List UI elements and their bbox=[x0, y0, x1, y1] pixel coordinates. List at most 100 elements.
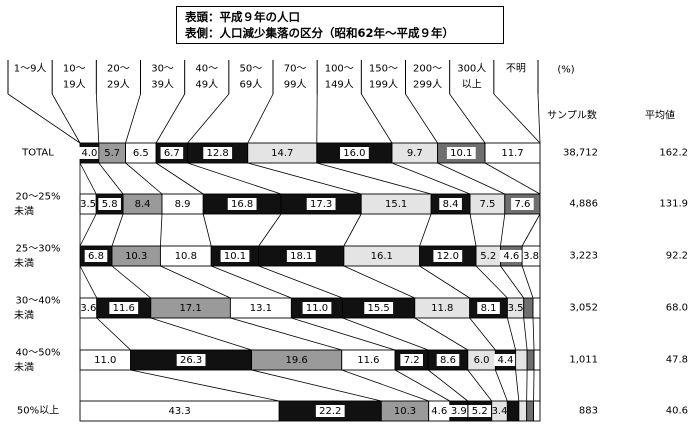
row-label-5: 40～50% bbox=[16, 348, 61, 359]
legend-category-8-sub: 149人 bbox=[325, 79, 354, 91]
connector-header-3 bbox=[125, 93, 141, 144]
bar-row5-seg9 bbox=[515, 349, 528, 371]
bar-row1-seg11 bbox=[484, 142, 541, 164]
data-label-bg-row2-seg2 bbox=[98, 198, 121, 210]
connector-header-0 bbox=[7, 93, 81, 144]
legend-category-5: 40～ bbox=[195, 64, 218, 75]
legend-category-6-sub: 69人 bbox=[240, 79, 263, 91]
connector-lines bbox=[7, 93, 541, 402]
sample-count-row-4: 3,052 bbox=[569, 303, 598, 314]
data-label-row2-seg2: 5.8 bbox=[102, 199, 118, 210]
chart-title-box: 表頭：平成９年の人口 表側：人口減少集落の区分（昭和62年～平成９年） bbox=[176, 6, 504, 44]
legend-category-11: 300人 bbox=[457, 63, 486, 75]
data-label-bg-row2-seg6 bbox=[306, 198, 336, 210]
connector-row3-1 bbox=[79, 265, 98, 299]
legend-category-6: 50～ bbox=[240, 64, 263, 75]
connector-row2-2 bbox=[111, 213, 124, 247]
connector-row1-7 bbox=[316, 162, 432, 195]
connector-header-8 bbox=[360, 93, 393, 144]
connector-row2-3 bbox=[160, 213, 163, 247]
data-label-row1-seg10: 10.1 bbox=[450, 148, 472, 159]
data-label-row3-seg5: 10.1 bbox=[224, 251, 246, 262]
bar-row5-seg10 bbox=[526, 349, 535, 371]
row-label-3-sub: 未満 bbox=[14, 258, 34, 270]
data-label-row4-seg9: 3.5 bbox=[508, 303, 524, 314]
data-label-row6-seg3: 10.3 bbox=[394, 406, 416, 417]
connector-row3-6 bbox=[343, 265, 415, 299]
legend-category-5-sub: 49人 bbox=[195, 79, 218, 91]
bar-row6-seg8 bbox=[506, 400, 520, 422]
data-label-row1-seg7: 14.7 bbox=[271, 148, 293, 159]
connector-row3-4 bbox=[211, 265, 292, 299]
data-label-row2-seg4: 8.9 bbox=[175, 199, 191, 210]
mean-value-row-3: 92.2 bbox=[666, 251, 688, 262]
data-label-row3-seg2: 6.8 bbox=[88, 251, 104, 262]
row-labels: TOTAL 20～25% 未満 25～30% 未満 30～40% 未満 40～50% 未満 50%… bbox=[14, 148, 60, 417]
data-label-bg-row3-seg10 bbox=[500, 250, 523, 262]
data-label-row1-seg5: 6.7 bbox=[164, 148, 180, 159]
sample-count-row-1: 38,712 bbox=[563, 148, 598, 159]
connector-row1-1 bbox=[79, 162, 97, 195]
mean-value-row-1: 162.2 bbox=[659, 148, 688, 159]
connector-row3-8 bbox=[475, 265, 508, 299]
data-label-bg-row2-seg10 bbox=[511, 198, 534, 210]
legend-category-7: 70～ bbox=[284, 64, 307, 75]
connector-row4-10 bbox=[532, 317, 535, 351]
legend-category-10-sub: 299人 bbox=[413, 79, 442, 91]
connector-row2-8 bbox=[469, 213, 477, 247]
connector-row5-1 bbox=[130, 369, 280, 402]
bar-row4-seg11 bbox=[532, 297, 541, 319]
mean-value-row-4: 68.0 bbox=[666, 303, 688, 314]
data-label-row4-seg5: 11.0 bbox=[306, 303, 328, 314]
mean-value-header: 平均値 bbox=[645, 109, 675, 122]
connector-row5-4 bbox=[394, 369, 451, 402]
data-label-bg-row1-seg2 bbox=[78, 147, 101, 159]
data-label-row2-seg10: 7.6 bbox=[514, 199, 530, 210]
data-label-row3-seg7: 16.1 bbox=[371, 251, 393, 262]
data-label-row1-seg8: 16.0 bbox=[343, 148, 365, 159]
row-label-6: 50%以上 bbox=[17, 405, 59, 417]
connector-row3-7 bbox=[419, 265, 470, 299]
data-label-row6-seg6: 5.2 bbox=[472, 406, 488, 417]
bar-row5-seg11 bbox=[533, 349, 541, 371]
data-label-row1-seg11: 11.7 bbox=[501, 148, 523, 159]
legend-category-2-sub: 19人 bbox=[63, 79, 86, 91]
connector-row4-6 bbox=[414, 317, 468, 351]
data-label-row3-seg8: 12.0 bbox=[437, 251, 459, 262]
bar-rows: 4.0 5.7 6.5 6.7 12.8 14.7 16.0 9.7 10.1 11.7 3.5 5.… bbox=[78, 142, 541, 422]
data-label-bg-row4-seg5 bbox=[302, 302, 332, 314]
data-label-bg-row3-seg6 bbox=[286, 250, 316, 262]
data-label-row5-seg4: 11.6 bbox=[357, 355, 379, 366]
connector-row1-10 bbox=[484, 162, 541, 195]
sample-count-row-6: 883 bbox=[579, 406, 598, 417]
data-label-bg-row3-seg8 bbox=[433, 250, 463, 262]
data-label-row5-seg7: 6.0 bbox=[474, 355, 490, 366]
data-label-bg-row4-seg8 bbox=[477, 302, 500, 314]
legend-category-3: 20～ bbox=[107, 64, 130, 75]
data-label-bg-row6-seg6 bbox=[468, 405, 492, 417]
data-label-bg-row6-seg2 bbox=[315, 405, 345, 417]
data-label-row5-seg6: 8.6 bbox=[440, 355, 456, 366]
connector-row2-9 bbox=[500, 213, 506, 247]
connector-row5-6 bbox=[467, 369, 493, 402]
connector-row4-9 bbox=[523, 317, 528, 351]
data-label-row3-seg9: 5.2 bbox=[480, 251, 496, 262]
data-label-row1-seg4: 6.5 bbox=[133, 148, 149, 159]
legend-category-9-sub: 199人 bbox=[369, 79, 398, 91]
data-label-row4-seg2: 11.6 bbox=[113, 303, 135, 314]
data-label-row5-seg8: 4.4 bbox=[498, 355, 514, 366]
row-label-4-sub: 未満 bbox=[14, 310, 34, 322]
data-label-bg-row3-seg2 bbox=[84, 250, 108, 262]
data-label-row4-seg7: 11.8 bbox=[431, 303, 453, 314]
connector-header-4 bbox=[155, 93, 186, 144]
stat-columns: サンプル数 平均値 38,712 162.2 4,886 131.9 3,223 92.2 3,… bbox=[547, 109, 688, 417]
row-label-5-sub: 未満 bbox=[14, 362, 34, 374]
mean-value-row-6: 40.6 bbox=[666, 406, 688, 417]
legend-category-9: 150～ bbox=[369, 64, 398, 75]
chart-title-line-2: 表側：人口減少集落の区分（昭和62年～平成９年） bbox=[185, 26, 455, 40]
connector-row2-1 bbox=[79, 213, 97, 247]
connector-row5-2 bbox=[251, 369, 382, 402]
mean-value-row-2: 131.9 bbox=[659, 199, 688, 210]
connector-row4-2 bbox=[150, 317, 252, 351]
sample-count-row-5: 1,011 bbox=[569, 355, 598, 366]
